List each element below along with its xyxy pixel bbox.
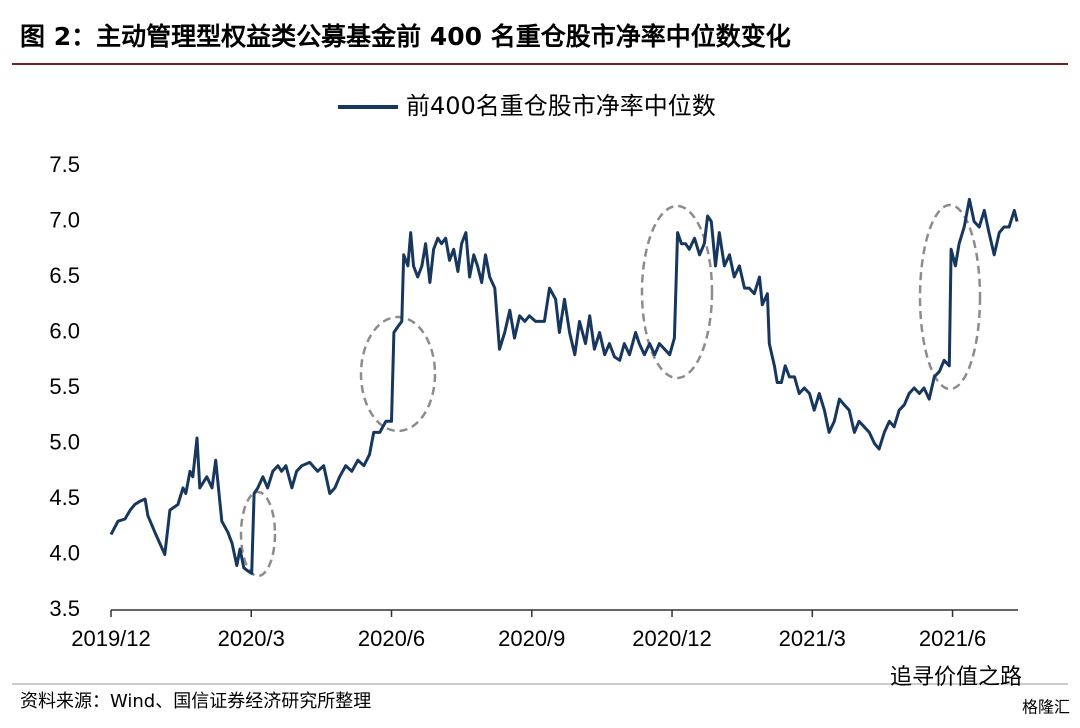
source: 资料来源：Wind、国信证券经济研究所整理: [20, 691, 371, 712]
series-line: [109, 197, 1019, 575]
ellipse: [359, 315, 437, 433]
ellipse: [640, 204, 714, 380]
watermark2: 格隆汇: [1022, 698, 1070, 717]
x-tick-label: 2021/6: [919, 626, 986, 651]
x-tick-label: 2021/3: [779, 626, 846, 651]
annotation-ellipses: [239, 203, 982, 578]
x-tick-label: 2020/3: [218, 626, 285, 651]
x-tick-label: 2019/12: [71, 626, 151, 651]
legend-label: 前400名重仓股市净率中位数: [406, 92, 716, 120]
y-tick-label: 6.0: [49, 318, 80, 343]
y-tick-label: 7.5: [49, 152, 80, 177]
ellipse: [918, 203, 982, 391]
x-tick-label: 2020/6: [358, 626, 425, 651]
y-tick-label: 3.5: [49, 596, 80, 621]
watermark: 追寻价值之路: [890, 665, 1022, 690]
y-tick-label: 4.0: [49, 540, 80, 565]
x-tick-label: 2020/12: [632, 626, 712, 651]
x-tick-label: 2020/9: [498, 626, 565, 651]
y-tick-label: 5.0: [49, 429, 80, 454]
y-tick-label: 5.5: [49, 374, 80, 399]
chart-title: 图 2：主动管理型权益类公募基金前 400 名重仓股市净率中位数变化: [20, 22, 791, 51]
ellipse: [239, 490, 277, 578]
y-tick-label: 4.5: [49, 485, 80, 510]
y-tick-label: 6.5: [49, 263, 80, 288]
y-tick-label: 7.0: [49, 207, 80, 232]
